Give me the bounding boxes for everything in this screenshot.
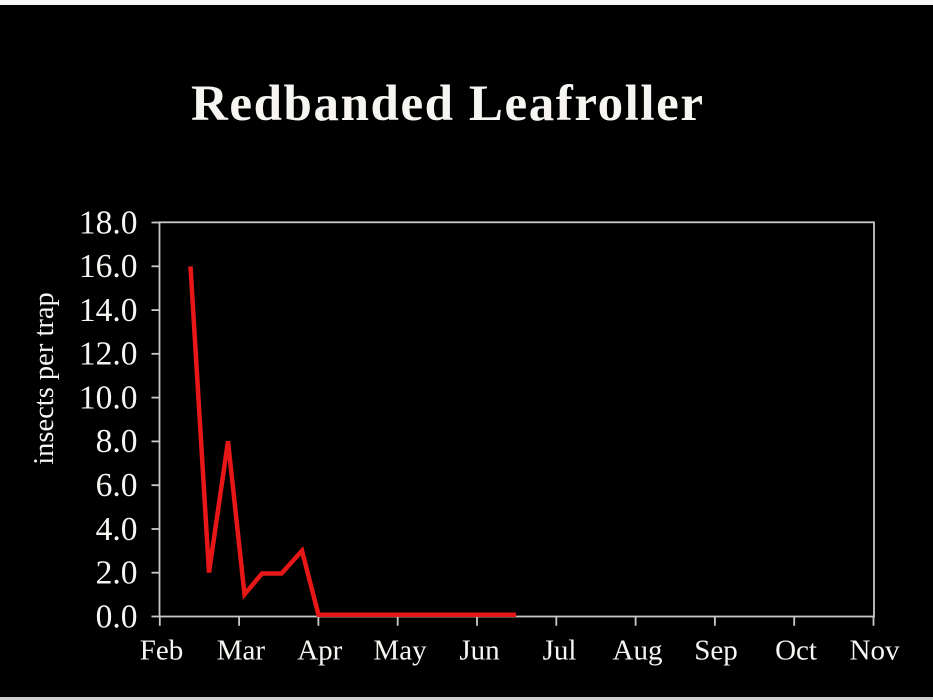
svg-text:Nov: Nov bbox=[850, 635, 900, 667]
svg-text:14.0: 14.0 bbox=[79, 292, 138, 329]
svg-text:insects per trap: insects per trap bbox=[29, 292, 60, 465]
svg-text:8.0: 8.0 bbox=[96, 423, 138, 460]
svg-text:Sep: Sep bbox=[694, 635, 738, 667]
svg-text:Feb: Feb bbox=[140, 635, 184, 667]
svg-text:6.0: 6.0 bbox=[96, 467, 138, 504]
svg-text:Redbanded Leafroller: Redbanded Leafroller bbox=[191, 76, 703, 132]
svg-text:0.0: 0.0 bbox=[96, 598, 138, 635]
svg-text:16.0: 16.0 bbox=[79, 248, 138, 285]
svg-text:Jul: Jul bbox=[543, 635, 577, 667]
svg-text:10.0: 10.0 bbox=[79, 379, 138, 416]
svg-text:Jun: Jun bbox=[459, 635, 500, 667]
svg-text:Mar: Mar bbox=[217, 635, 266, 667]
svg-text:Aug: Aug bbox=[613, 635, 663, 667]
svg-text:May: May bbox=[373, 635, 427, 667]
svg-text:18.0: 18.0 bbox=[79, 204, 138, 241]
svg-text:2.0: 2.0 bbox=[96, 555, 138, 592]
svg-text:Apr: Apr bbox=[297, 635, 342, 667]
svg-text:Oct: Oct bbox=[775, 635, 817, 667]
svg-text:4.0: 4.0 bbox=[96, 511, 138, 548]
svg-text:12.0: 12.0 bbox=[79, 336, 138, 373]
